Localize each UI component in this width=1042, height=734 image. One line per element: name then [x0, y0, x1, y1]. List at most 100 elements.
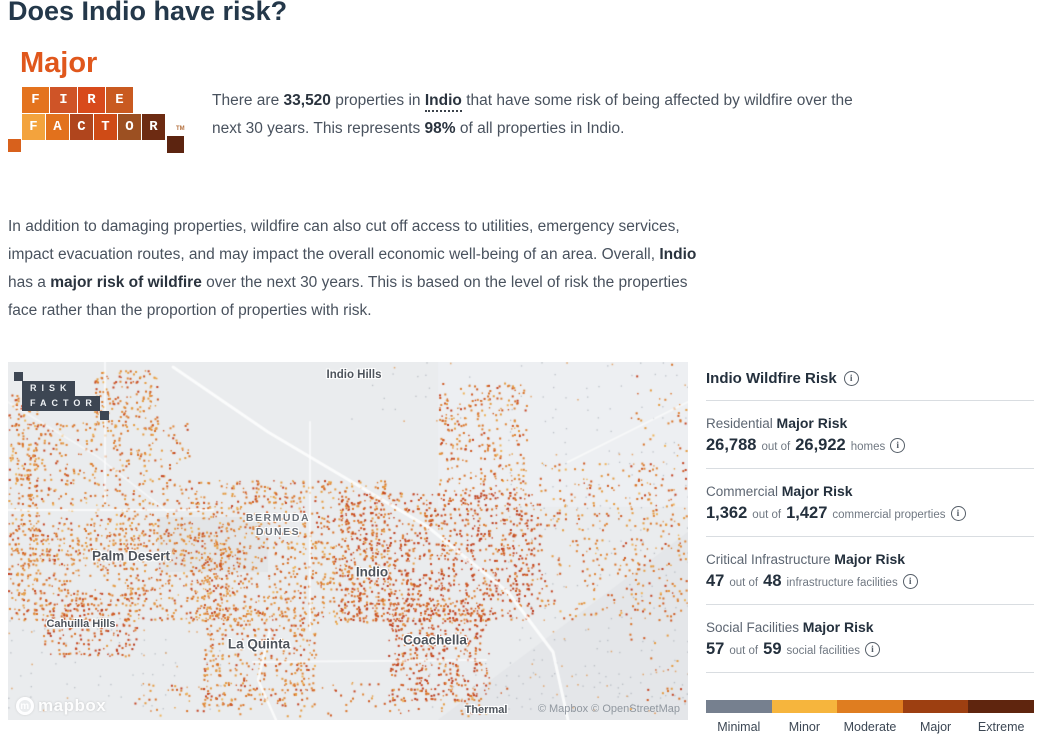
city-tooltip-link[interactable]: Indio [424, 92, 462, 112]
divider [706, 604, 1034, 605]
category-line: Residential Major Risk [706, 415, 1034, 431]
legend-labels: Minimal Minor Moderate Major Extreme [706, 720, 1034, 734]
count-line: 26,788 out of 26,922 homes i [706, 436, 1034, 455]
mapbox-logo[interactable]: m mapbox [16, 696, 106, 716]
logo-letter-block: R [142, 114, 165, 140]
out-of-label: out of [729, 645, 759, 657]
divider [706, 672, 1034, 673]
text-segment: major risk of wildfire [50, 274, 202, 291]
text-segment: Indio [659, 246, 697, 263]
logo-accent-square-right [167, 136, 184, 153]
logo-letter-block: F [22, 87, 49, 113]
text-segment: has a [8, 274, 51, 291]
divider [706, 468, 1034, 469]
risk-section: Social Facilities Major Risk 57 out of 59 so… [706, 605, 1034, 659]
category-line: Commercial Major Risk [706, 483, 1034, 499]
logo-letter-block: E [106, 87, 133, 113]
legend-label: Extreme [977, 720, 1025, 734]
logo-letter-block: I [50, 87, 77, 113]
unit-label: homes [850, 441, 886, 453]
logo-letter-block: C [70, 114, 93, 140]
text-segment: over the next 30 years. This is based on… [8, 274, 688, 319]
risk-rating-label: Major [20, 47, 98, 79]
logo-accent-square-left [8, 139, 21, 152]
total-value: 26,922 [795, 436, 846, 454]
mapbox-wordmark: mapbox [38, 696, 107, 715]
count-line: 47 out of 48 infrastructure facilities i [706, 572, 1034, 591]
risk-level: Major Risk [776, 415, 848, 431]
unit-label: commercial properties [832, 509, 946, 521]
legend-segment [706, 700, 772, 713]
text-segment: In addition to damaging properties, wild… [8, 218, 680, 263]
legend-segment [968, 700, 1034, 713]
logo-letter-block: O [118, 114, 141, 140]
unit-label: social facilities [786, 645, 861, 657]
risk-level: Major Risk [834, 551, 906, 567]
legend-label: Moderate [843, 720, 897, 734]
risk-factor-logo-square-bottom [100, 411, 109, 420]
sidebar-title: Indio Wildfire Risk [706, 370, 837, 387]
text-segment: properties in [330, 92, 425, 109]
count-value: 26,788 [706, 436, 757, 454]
info-icon[interactable]: i [950, 506, 966, 521]
legend-label: Minor [788, 720, 821, 734]
logo-letter-block: R [78, 87, 105, 113]
unit-label: infrastructure facilities [786, 577, 898, 589]
count-value: 47 [706, 572, 725, 590]
category-label: Critical Infrastructure [706, 552, 835, 567]
count-value: 1,362 [706, 504, 748, 522]
count-value: 57 [706, 640, 725, 658]
out-of-label: out of [761, 441, 791, 453]
text-segment: that have some risk of being affected by… [212, 92, 853, 137]
risk-level: Major Risk [781, 483, 853, 499]
logo-letter-block: A [46, 114, 69, 140]
total-value: 1,427 [786, 504, 828, 522]
category-label: Commercial [706, 484, 782, 499]
sidebar-sections: Residential Major Risk 26,788 out of 26,922… [706, 401, 1034, 673]
legend-segment [837, 700, 903, 713]
risk-section: Commercial Major Risk 1,362 out of 1,427 com… [706, 469, 1034, 523]
text-segment: 98% [424, 120, 456, 137]
out-of-label: out of [752, 509, 782, 521]
legend-color-bar [706, 700, 1034, 713]
total-value: 59 [763, 640, 782, 658]
text-segment: of all properties in Indio. [455, 120, 625, 137]
count-line: 57 out of 59 social facilities i [706, 640, 1034, 659]
risk-summary-sidebar: Indio Wildfire Risk i Residential Major … [706, 362, 1034, 734]
info-icon[interactable]: i [843, 371, 859, 386]
risk-legend: Minimal Minor Moderate Major Extreme [706, 700, 1034, 734]
risk-level: Major Risk [802, 619, 874, 635]
out-of-label: out of [729, 577, 759, 589]
map-canvas[interactable] [8, 362, 688, 720]
logo-letter-block: T [94, 114, 117, 140]
info-icon[interactable]: i [865, 642, 880, 657]
category-line: Critical Infrastructure Major Risk [706, 551, 1034, 567]
map-attribution[interactable]: © Mapbox © OpenStreetMap [537, 703, 680, 715]
legend-segment [771, 700, 838, 713]
risk-section: Critical Infrastructure Major Risk 47 out … [706, 537, 1034, 591]
category-line: Social Facilities Major Risk [706, 619, 1034, 635]
legend-segment [902, 700, 969, 713]
risk-section: Residential Major Risk 26,788 out of 26,922… [706, 401, 1034, 455]
intro-paragraph: There are 33,520 properties in Indio tha… [212, 87, 867, 155]
text-segment: 33,520 [283, 92, 331, 109]
body-paragraph: In addition to damaging properties, wild… [8, 213, 708, 325]
risk-factor-logo-square-top [14, 372, 23, 381]
mapbox-circle-icon: m [16, 697, 34, 715]
category-label: Residential [706, 416, 777, 431]
risk-factor-logo-factor: FACTOR [22, 396, 100, 411]
info-icon[interactable]: i [890, 438, 906, 453]
legend-label: Minimal [717, 720, 761, 734]
risk-map[interactable]: Indio Hills Palm Desert BERMUDA DUNES Indio L… [8, 362, 688, 720]
count-line: 1,362 out of 1,427 commercial properties i [706, 504, 1034, 523]
category-label: Social Facilities [706, 620, 803, 635]
info-icon[interactable]: i [902, 574, 918, 589]
page-title: Does Indio have risk? [8, 0, 288, 26]
divider [706, 400, 1034, 401]
text-segment: There are [212, 92, 284, 109]
legend-label: Major [919, 720, 952, 734]
